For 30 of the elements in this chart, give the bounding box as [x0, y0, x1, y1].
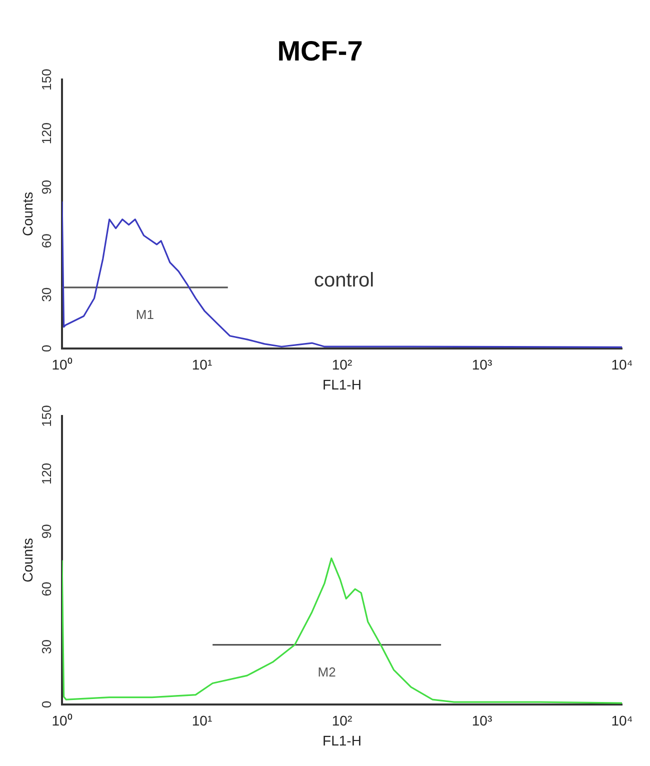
y-axis-title: Counts	[19, 192, 36, 236]
chart-title: MCF-7	[277, 36, 363, 67]
y-tick-label: 60	[39, 582, 54, 596]
x-tick-label: 10²	[332, 712, 352, 729]
x-tick-label: 10¹	[192, 356, 212, 373]
y-tick-label: 90	[39, 524, 54, 539]
y-axis-title: Counts	[19, 538, 36, 582]
y-tick-label: 0	[39, 700, 54, 708]
y-tick-label: 150	[39, 68, 54, 90]
x-tick-label: 10²	[332, 356, 352, 373]
y-tick-label: 0	[39, 344, 54, 352]
x-axis-title: FL1-H	[322, 732, 362, 748]
x-tick-label: 10¹	[192, 712, 212, 729]
x-tick-label: 10⁰	[52, 356, 72, 373]
y-tick-label: 60	[39, 234, 54, 248]
x-tick-label: 10⁰	[52, 712, 72, 729]
y-tick-label: 120	[39, 122, 54, 144]
y-tick-label: 90	[39, 180, 54, 194]
x-tick-label: 10³	[472, 712, 492, 729]
x-tick-label: 10⁴	[611, 356, 633, 373]
annotation: control	[314, 270, 374, 292]
y-tick-label: 150	[39, 405, 54, 427]
x-axis-title: FL1-H	[322, 376, 362, 392]
y-tick-label: 30	[39, 287, 54, 302]
x-tick-label: 10⁴	[611, 712, 633, 729]
x-tick-label: 10³	[472, 356, 492, 373]
series-label: M2	[318, 664, 336, 680]
series-label: M1	[136, 307, 154, 322]
y-tick-label: 30	[39, 639, 54, 654]
y-tick-label: 120	[39, 462, 54, 485]
